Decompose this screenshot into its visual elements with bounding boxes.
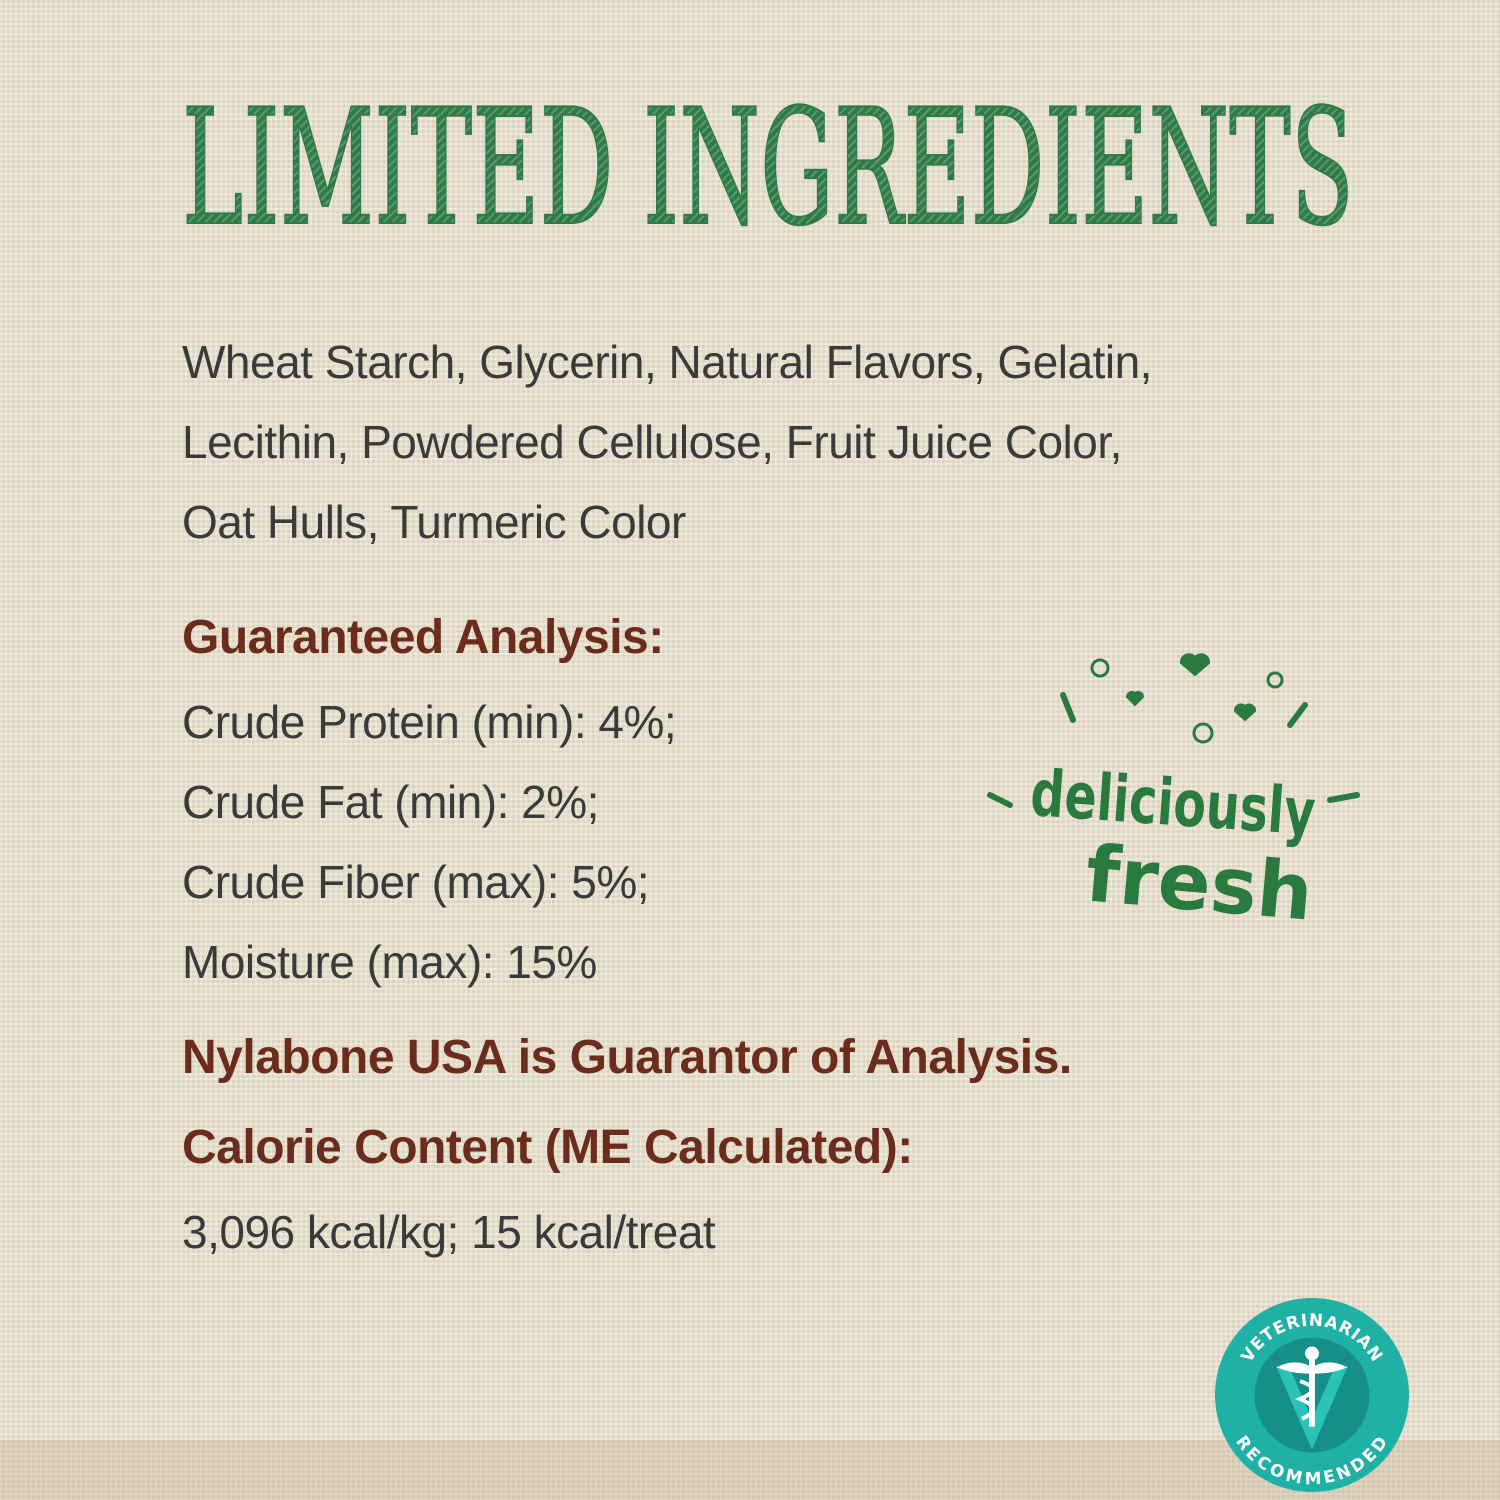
heart-icon xyxy=(1125,691,1145,707)
veterinarian-recommended-badge: VETERINARIAN RECOMMENDED xyxy=(1214,1297,1410,1493)
analysis-item: Crude Protein (min): 4%; xyxy=(182,696,677,748)
accent-dash xyxy=(1287,702,1308,728)
swirl-icon xyxy=(1266,671,1284,689)
deliciously-fresh-logo: deliciously fresh xyxy=(987,653,1360,939)
page-title: LIMITED INGREDIENTS xyxy=(182,85,1354,235)
swirl-icon xyxy=(1090,658,1110,678)
ingredients-line: Wheat Starch, Glycerin, Natural Flavors,… xyxy=(182,336,1152,388)
calorie-heading: Calorie Content (ME Calculated): xyxy=(182,1121,913,1174)
analysis-item: Crude Fiber (max): 5%; xyxy=(182,856,650,908)
calorie-value: 3,096 kcal/kg; 15 kcal/treat xyxy=(182,1206,716,1258)
accent-dash xyxy=(1060,692,1076,723)
analysis-item: Crude Fat (min): 2%; xyxy=(182,776,599,828)
accent-dash xyxy=(1327,792,1360,803)
accent-dash xyxy=(987,792,1013,808)
ingredients-line: Oat Hulls, Turmeric Color xyxy=(182,496,686,548)
heart-icon xyxy=(1179,653,1211,677)
analysis-heading: Guaranteed Analysis: xyxy=(182,611,664,664)
ingredients-line: Lecithin, Powdered Cellulose, Fruit Juic… xyxy=(182,416,1122,468)
analysis-item: Moisture (max): 15% xyxy=(182,936,597,988)
v-mark xyxy=(1276,1362,1348,1450)
heart-icon xyxy=(1234,703,1256,722)
guarantor-statement: Nylabone USA is Guarantor of Analysis. xyxy=(182,1031,1072,1084)
swirl-icon xyxy=(1192,722,1214,744)
caduceus-icon xyxy=(1276,1346,1348,1427)
page-title-graphic: LIMITED INGREDIENTS xyxy=(181,85,1355,235)
logo-line2: fresh xyxy=(1082,829,1316,938)
